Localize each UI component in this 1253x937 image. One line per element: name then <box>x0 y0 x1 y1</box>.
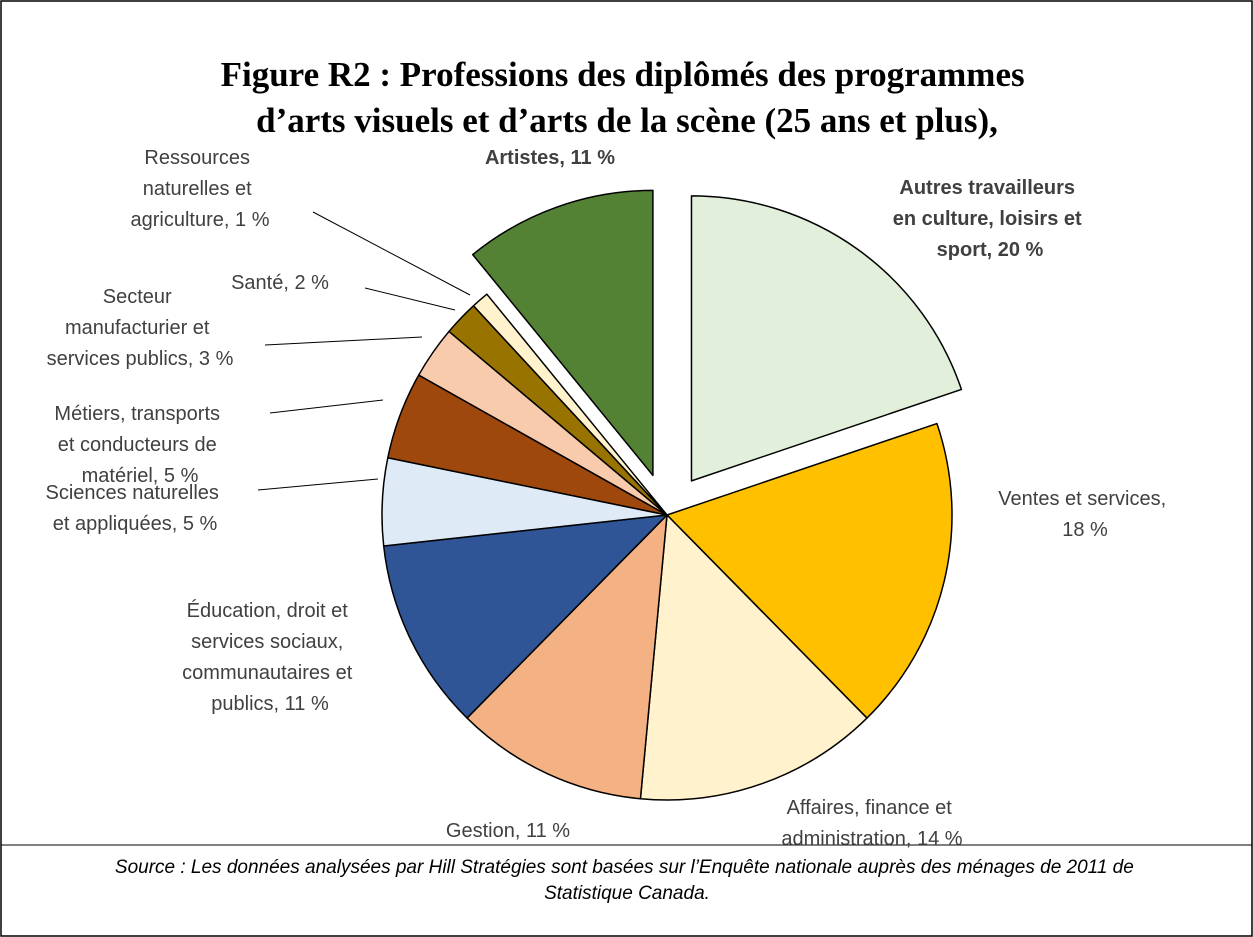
source-note: Source : Les données analysées par Hill … <box>115 857 1139 904</box>
slice-label: Artistes, 11 % <box>485 147 615 169</box>
slice-label: Métiers, transports et conducteurs de ma… <box>54 403 225 487</box>
slice-label: Autres travailleurs en culture, loisirs … <box>893 177 1088 261</box>
slice-label: Éducation, droit et services sociaux, co… <box>182 599 358 715</box>
pie-slice <box>471 189 654 477</box>
pie-slice <box>639 514 868 801</box>
pie-slice <box>666 422 953 719</box>
pie-slice <box>472 293 668 516</box>
chart-title: Figure R2 : Professions des diplômés des… <box>221 55 1034 140</box>
slice-label: Santé, 2 % <box>231 272 329 294</box>
slice-label: Ventes et services, 18 % <box>998 488 1171 541</box>
pie-slice <box>690 195 963 482</box>
leader-line <box>264 336 423 346</box>
pie-slice <box>382 514 668 719</box>
slice-label: Gestion, 11 % <box>446 820 570 842</box>
slice-label: Affaires, finance et administration, 14 … <box>781 797 962 850</box>
leader-line <box>312 211 471 296</box>
leader-line <box>269 399 384 414</box>
pie-slice <box>466 514 668 800</box>
slice-label: Secteur manufacturier et services public… <box>47 286 234 370</box>
leader-line <box>257 478 379 491</box>
slice-label: Ressources naturelles et agriculture, 1 … <box>131 147 270 231</box>
leader-line <box>364 287 456 311</box>
slice-label: Sciences naturelles et appliquées, 5 % <box>46 482 225 535</box>
